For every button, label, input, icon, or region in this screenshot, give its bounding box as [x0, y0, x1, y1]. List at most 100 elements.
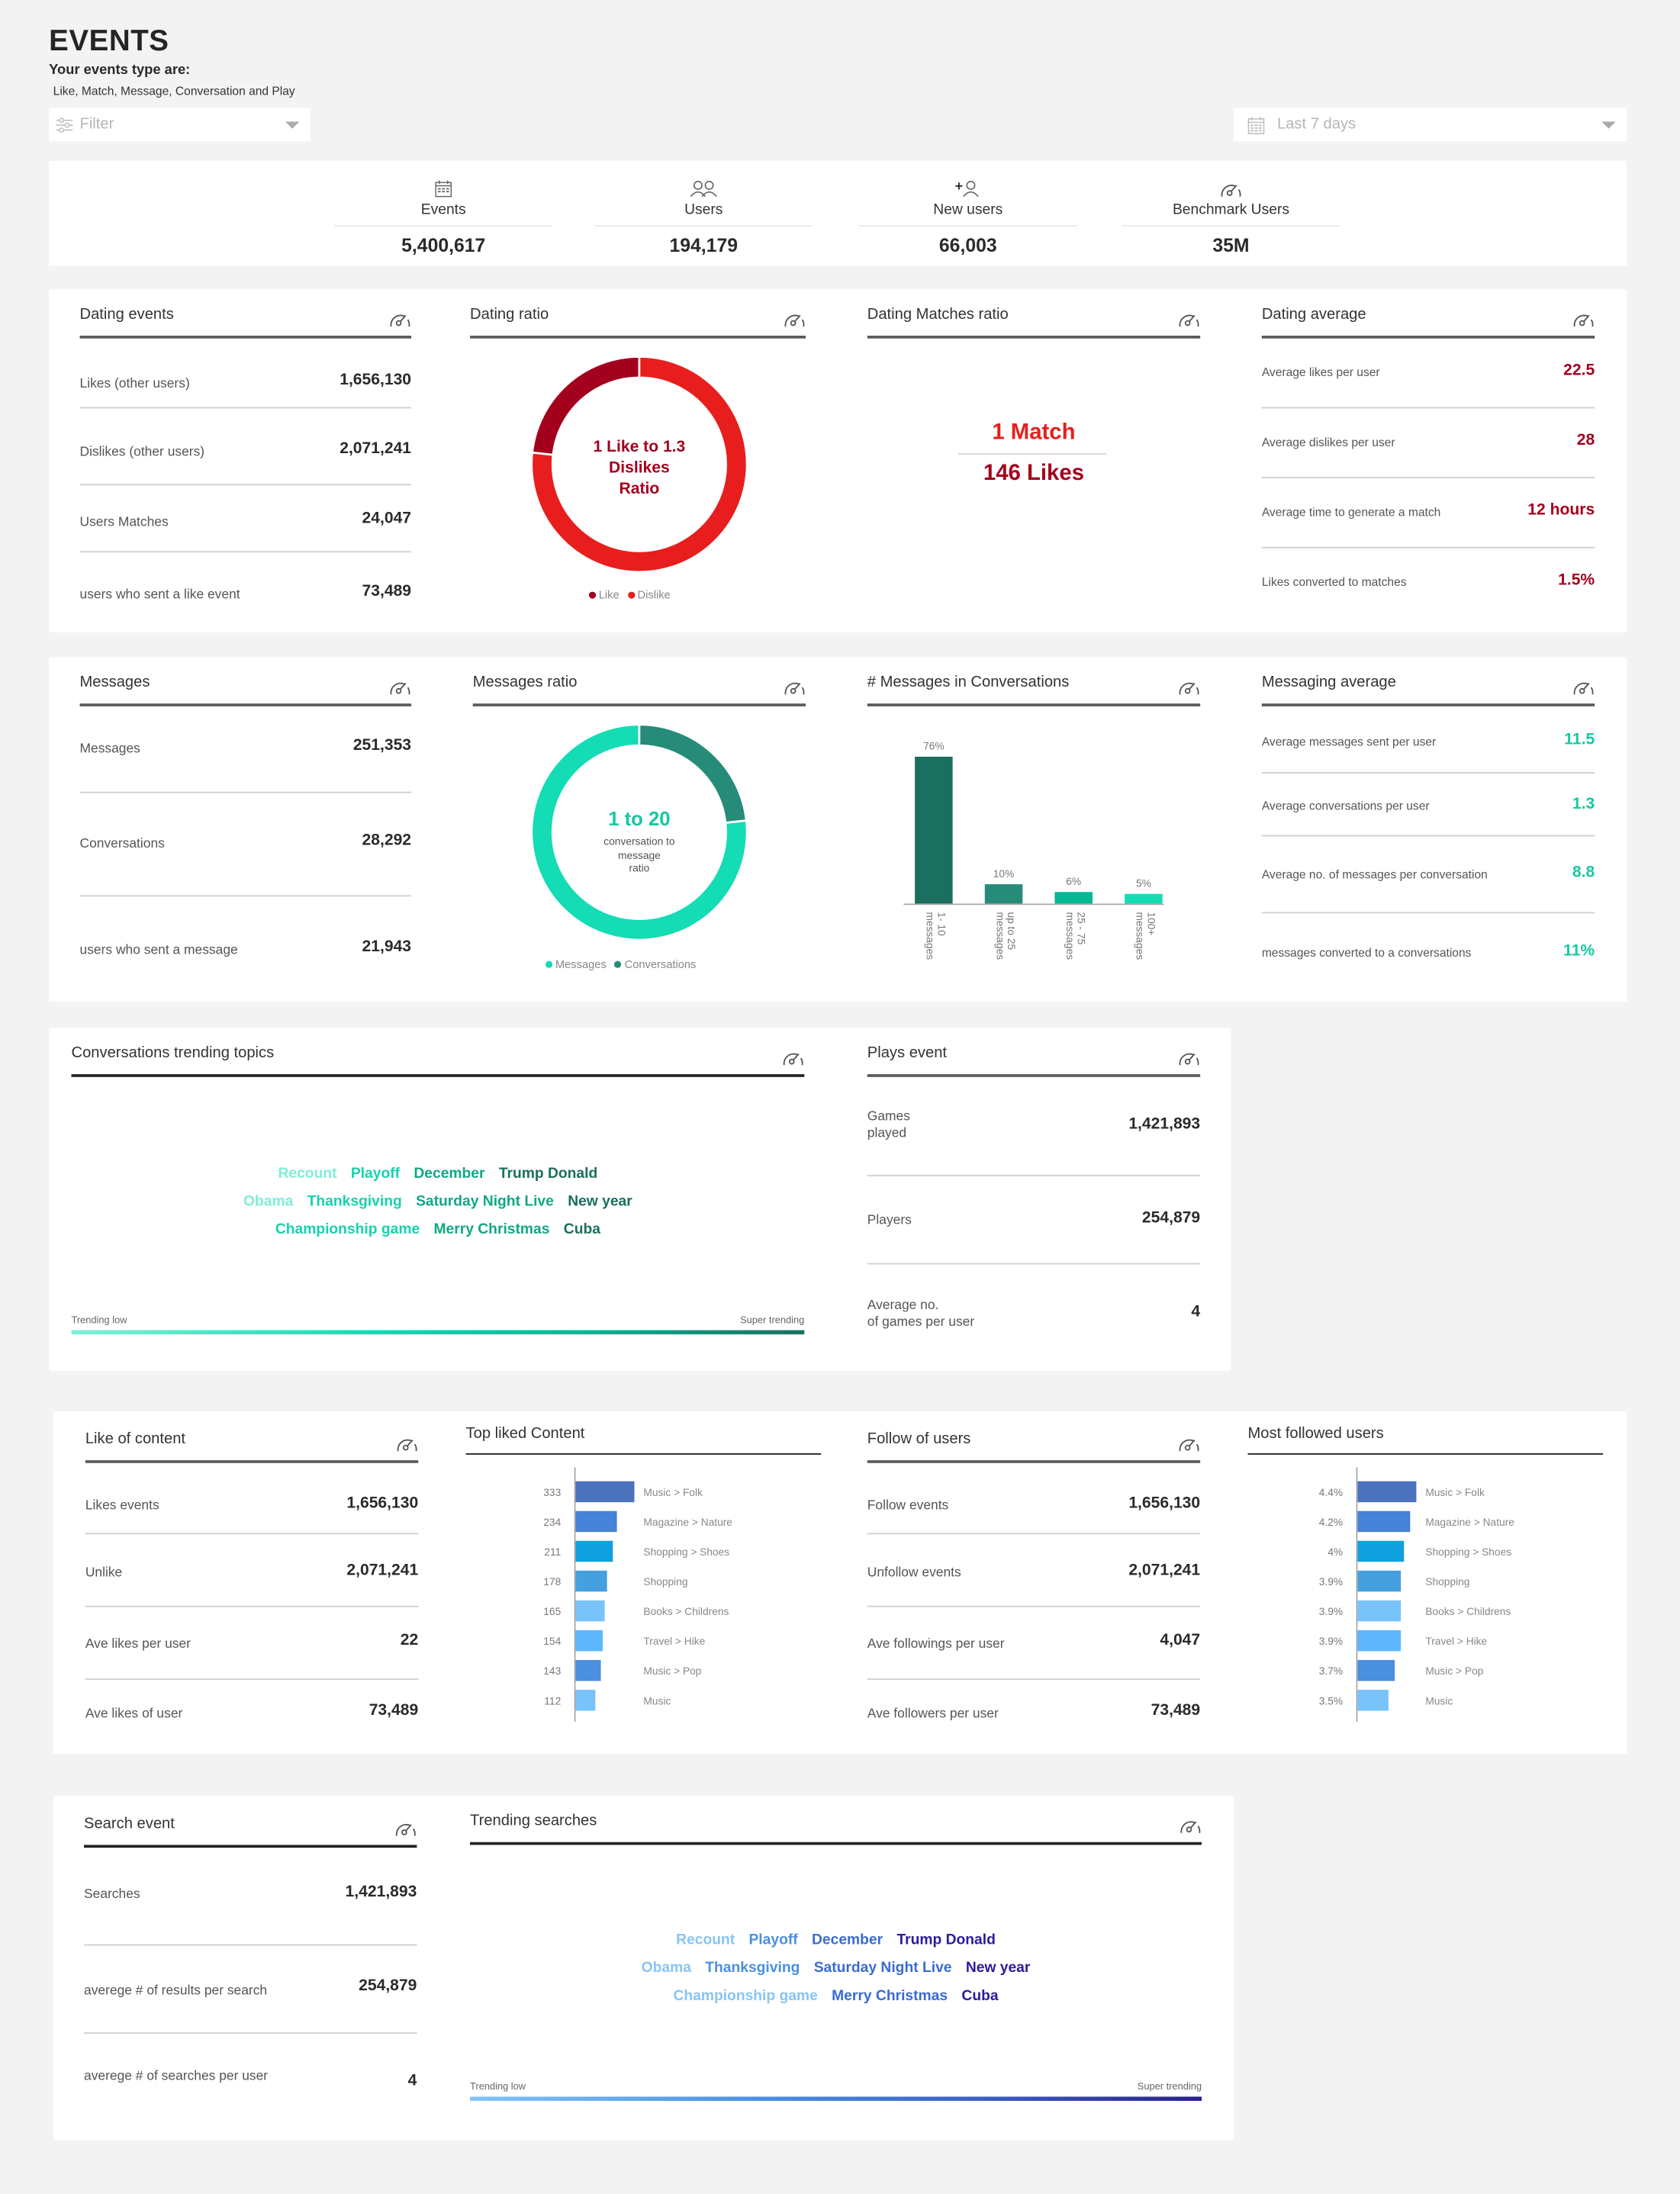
trending-term[interactable]: December — [812, 1932, 883, 1949]
gauge-icon[interactable] — [1178, 309, 1200, 334]
trending-term[interactable]: New year — [568, 1192, 632, 1210]
panel-title: Messages ratio — [472, 674, 578, 691]
gauge-icon[interactable] — [389, 677, 411, 702]
row-value: 1,656,130 — [340, 372, 412, 389]
bar[interactable] — [575, 1540, 613, 1562]
trending-term[interactable]: Playoff — [748, 1932, 798, 1949]
list-item: Likes events 1,656,130 — [85, 1463, 418, 1535]
topic-cloud: Recount Playoff December Trump Donald Obama T… — [72, 1160, 805, 1243]
trending-term[interactable]: Playoff — [350, 1165, 401, 1182]
row-label: averege # of results per search — [84, 1983, 268, 1999]
bar-value-label: 154 — [543, 1636, 561, 1647]
row-value: 24,047 — [362, 510, 412, 528]
messages-panel: Messages Messages 251,353 Conversations 28… — [79, 658, 412, 1002]
row-label: Average dislikes per user — [1261, 435, 1395, 449]
summary-stat-benchmark-users: Benchmark Users 35M — [1122, 161, 1340, 256]
trend-high-label: Super trending — [740, 1316, 805, 1327]
bar[interactable] — [1357, 1570, 1402, 1592]
donut-slice-dislike[interactable] — [530, 355, 748, 574]
row-value: 1.3 — [1572, 796, 1595, 813]
gauge-icon[interactable] — [1180, 1816, 1202, 1841]
trending-term[interactable]: Merry Christmas — [832, 1987, 948, 2005]
trending-term[interactable]: Thanksgiving — [307, 1192, 402, 1210]
list-item: Conversations 28,292 — [79, 793, 412, 897]
trending-term[interactable]: Trump Donald — [896, 1932, 996, 1949]
summary-value: 5,400,617 — [401, 235, 486, 256]
trending-term[interactable]: December — [414, 1165, 485, 1182]
gauge-icon[interactable] — [1178, 677, 1200, 702]
trending-term[interactable]: New year — [965, 1959, 1031, 1977]
bar[interactable] — [575, 1510, 617, 1533]
bar[interactable] — [1357, 1659, 1395, 1681]
trending-term[interactable]: Thanksgiving — [705, 1959, 800, 1977]
gauge-icon[interactable] — [1572, 309, 1595, 334]
bar[interactable] — [1125, 893, 1163, 904]
list-item: Games played 1,421,893 — [867, 1079, 1201, 1176]
row-value: 4 — [1191, 1303, 1201, 1321]
bar[interactable] — [1357, 1690, 1389, 1711]
bar[interactable] — [1357, 1540, 1405, 1562]
list-item: Follow events 1,656,130 — [867, 1463, 1201, 1535]
messaging-average-panel: Messaging average Average messages sent … — [1261, 658, 1595, 1002]
bar[interactable] — [1357, 1629, 1402, 1652]
donut-slice-messages[interactable] — [530, 723, 748, 941]
trending-term[interactable]: Championship game — [673, 1987, 818, 2005]
trending-term[interactable]: Obama — [243, 1192, 294, 1210]
trending-term[interactable]: Obama — [641, 1959, 691, 1977]
gauge-icon[interactable] — [394, 1819, 417, 1844]
gauge-icon[interactable] — [396, 1433, 418, 1459]
bar[interactable] — [575, 1629, 603, 1652]
list-item: Searches 1,421,893 — [84, 1848, 417, 1946]
cloud-line: Recount Playoff December Trump Donald — [72, 1160, 805, 1188]
trending-term[interactable]: Merry Christmas — [433, 1221, 550, 1238]
row-value: 21,943 — [362, 938, 412, 956]
row-label: Users Matches — [79, 514, 169, 530]
bar[interactable] — [984, 884, 1023, 904]
bar[interactable] — [915, 756, 953, 904]
row-label: Ave followers per user — [867, 1706, 999, 1723]
trending-term[interactable]: Championship game — [275, 1221, 420, 1238]
bar[interactable] — [575, 1690, 596, 1711]
gauge-icon[interactable] — [1572, 677, 1595, 702]
gauge-icon[interactable] — [1178, 1433, 1200, 1459]
trending-term[interactable]: Saturday Night Live — [416, 1192, 554, 1210]
bar[interactable] — [1357, 1481, 1417, 1503]
filter-dropdown[interactable]: Filter — [49, 108, 311, 142]
legend-label: Conversations — [624, 957, 697, 971]
trending-term[interactable]: Recount — [676, 1932, 735, 1949]
trending-term[interactable]: Cuba — [563, 1221, 600, 1238]
gauge-icon[interactable] — [782, 1047, 804, 1073]
donut-center-big: 1 to 20 — [608, 806, 671, 830]
row-label: Unfollow events — [867, 1565, 961, 1581]
trending-term[interactable]: Recount — [278, 1165, 337, 1182]
bar-value-label: 10% — [993, 868, 1015, 880]
summary-stat-new-users: New users 66,003 — [858, 161, 1077, 256]
bar[interactable] — [1357, 1510, 1411, 1533]
row-value: 28 — [1576, 432, 1595, 449]
trending-term[interactable]: Cuba — [961, 1987, 999, 2005]
row-label: Average time to generate a match — [1261, 504, 1441, 520]
bar[interactable] — [575, 1659, 601, 1681]
x-tick-label: up to 25messages — [994, 912, 1017, 960]
bar[interactable] — [1054, 892, 1093, 904]
gauge-icon[interactable] — [389, 309, 411, 334]
gauge-icon[interactable] — [784, 309, 806, 334]
bar-value-label: 333 — [543, 1487, 561, 1498]
row-value: 11% — [1563, 942, 1595, 960]
date-range-dropdown[interactable]: Last 7 days — [1234, 108, 1627, 142]
bar[interactable] — [1357, 1600, 1402, 1622]
bar[interactable] — [575, 1600, 605, 1622]
donut-slice-conversations[interactable] — [638, 723, 748, 825]
trending-term[interactable]: Trump Donald — [498, 1165, 598, 1182]
row-label: Follow events — [867, 1498, 949, 1514]
bar[interactable] — [575, 1481, 635, 1503]
gauge-icon[interactable] — [784, 677, 806, 702]
trending-term[interactable]: Saturday Night Live — [813, 1959, 952, 1977]
dating-card: Dating events Likes (other users) 1,656,1… — [49, 289, 1627, 632]
gauge-icon[interactable] — [1178, 1047, 1200, 1073]
bar[interactable] — [575, 1570, 607, 1592]
bar-value-label: 3.7% — [1319, 1665, 1343, 1677]
row-label: Ave likes per user — [85, 1636, 191, 1652]
row-value: 1,421,893 — [1128, 1116, 1201, 1134]
donut-center-label: 1 Like to 1.3 Dislikes Ratio — [554, 438, 725, 501]
